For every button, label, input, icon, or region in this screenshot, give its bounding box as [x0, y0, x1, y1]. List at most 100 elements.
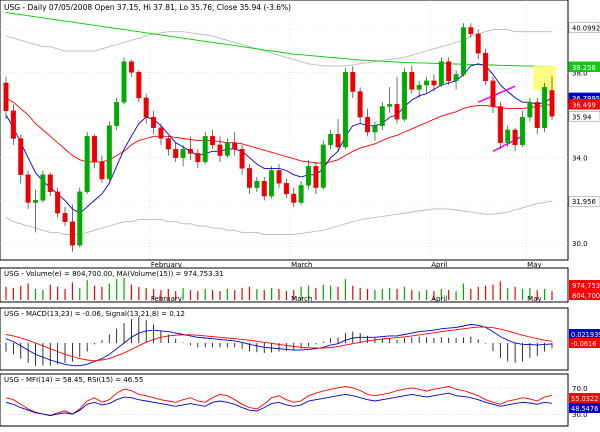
- candle: [180, 144, 186, 167]
- candle: [173, 142, 179, 162]
- candlesticks: [3, 23, 555, 252]
- price-tick-label: 30.0: [572, 240, 588, 248]
- oscillator-flag: [569, 393, 600, 403]
- chart-title: USG - Daily 07/05/2008 Open 37.15, Hi 37…: [4, 3, 291, 12]
- volume-bar: [396, 289, 398, 300]
- candle-body: [10, 110, 16, 139]
- candle-body: [25, 174, 31, 203]
- volume-bars: [5, 278, 553, 300]
- month-label: April: [431, 261, 447, 269]
- volume-bar: [234, 290, 236, 300]
- candle: [136, 70, 142, 103]
- volume-bar: [108, 283, 110, 300]
- candle: [372, 121, 378, 141]
- volume-bar: [492, 284, 494, 300]
- candle-body: [527, 101, 533, 118]
- candle-body: [106, 125, 112, 180]
- candle: [313, 161, 319, 194]
- candle-body: [431, 80, 437, 86]
- volume-label: USG - Volume(e) = 804,700.00, MA(Volume(…: [4, 270, 224, 278]
- candle-body: [69, 221, 75, 246]
- price-flag-label: 36.7995: [572, 95, 600, 103]
- candle: [202, 132, 208, 165]
- candle: [92, 134, 98, 169]
- volume-bar: [167, 289, 169, 300]
- volume-bar: [403, 286, 406, 300]
- candle: [128, 59, 134, 77]
- volume-bar: [499, 281, 501, 300]
- candle-body: [306, 166, 312, 186]
- candle-body: [519, 116, 525, 146]
- volume-bar: [278, 289, 280, 300]
- candle: [298, 181, 304, 205]
- price-axis: 30.032.034.036.038.040.0: [572, 27, 588, 248]
- candle: [416, 80, 422, 98]
- volume-bar: [470, 289, 472, 300]
- month-label: May: [527, 261, 541, 269]
- candle: [143, 93, 149, 124]
- candle: [401, 68, 407, 122]
- volume-bar: [145, 287, 147, 300]
- volume-bar: [544, 289, 546, 300]
- candle: [306, 159, 312, 190]
- candle: [224, 138, 230, 158]
- candle: [527, 97, 533, 122]
- highlight-box: [533, 65, 556, 91]
- volume-flag: [569, 290, 600, 300]
- candle: [33, 189, 39, 233]
- candle-body: [328, 134, 334, 146]
- candle: [3, 76, 9, 120]
- volume-bar: [71, 282, 74, 300]
- candle-body: [505, 129, 511, 143]
- candle-body: [350, 72, 356, 92]
- volume-bar: [256, 289, 258, 300]
- candle-body: [269, 170, 275, 197]
- candle: [62, 206, 68, 226]
- candle: [342, 68, 348, 150]
- candle-body: [298, 185, 304, 203]
- candle: [490, 76, 496, 113]
- volume-bar: [160, 290, 162, 300]
- rsi-line: [5, 392, 553, 416]
- candle-body: [291, 193, 297, 203]
- candle-body: [158, 127, 164, 139]
- volume-bar: [352, 285, 354, 300]
- volume-bar: [529, 287, 531, 300]
- candle-body: [165, 138, 171, 150]
- volume-bar: [433, 291, 435, 300]
- month-label: March: [291, 261, 312, 269]
- candle: [99, 155, 105, 184]
- candle-body: [62, 212, 68, 222]
- price-tick-label: 38.0: [572, 69, 588, 77]
- candle-body: [357, 91, 363, 118]
- candle: [151, 110, 157, 135]
- volume-bar: [366, 289, 369, 300]
- candle-body: [77, 191, 83, 246]
- candle: [254, 176, 260, 192]
- candle: [232, 132, 238, 156]
- oscillator-flag-label: 48.5476: [571, 405, 598, 413]
- volume-bar: [57, 286, 59, 300]
- oscillator-lines: [5, 386, 553, 416]
- candle: [379, 102, 385, 130]
- candle: [431, 74, 437, 92]
- candle-body: [180, 148, 186, 158]
- volume-month-label: February: [151, 295, 182, 303]
- macd-panel: [0, 307, 569, 371]
- candle-body: [512, 129, 518, 146]
- candle-body: [497, 106, 503, 143]
- candle: [77, 187, 83, 248]
- macd-flag-label: -0.0616: [571, 340, 596, 348]
- volume-bar: [307, 285, 310, 300]
- candle: [18, 134, 24, 184]
- volume-bar: [116, 279, 118, 300]
- candle: [357, 87, 363, 124]
- macd-flag: [569, 329, 600, 339]
- volume-bar: [359, 287, 361, 300]
- volume-bar: [204, 289, 206, 300]
- candle: [468, 23, 474, 39]
- candle: [534, 97, 540, 135]
- volume-bar: [152, 289, 155, 300]
- mfi-line: [5, 386, 553, 416]
